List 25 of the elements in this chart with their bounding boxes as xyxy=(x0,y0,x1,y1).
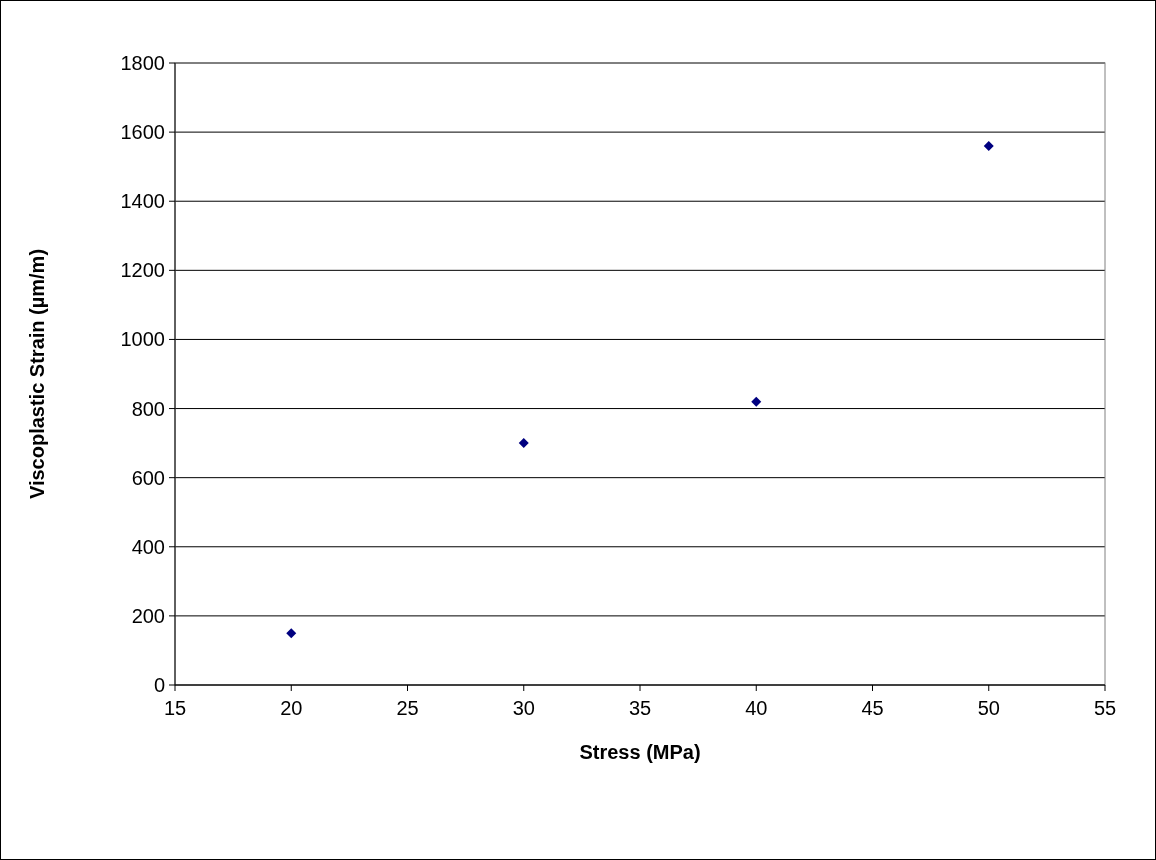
x-tick-label: 25 xyxy=(396,697,419,719)
y-tick-label: 1200 xyxy=(120,259,165,282)
point xyxy=(518,438,529,449)
x-tick-label: 15 xyxy=(163,697,187,719)
x-tick-label: 20 xyxy=(280,697,303,719)
y-tick-label: 800 xyxy=(131,397,165,420)
point xyxy=(983,140,994,151)
y-tick-label: 0 xyxy=(153,674,165,696)
y-tick-label: 1800 xyxy=(120,52,165,74)
x-tick-label: 40 xyxy=(745,697,768,719)
x-tick-label: 45 xyxy=(861,697,884,719)
point xyxy=(751,396,762,407)
x-tick-label: 30 xyxy=(512,697,535,719)
x-tick-label: 35 xyxy=(628,697,652,719)
y-tick-label: 1000 xyxy=(120,328,165,351)
y-tick-label: 1600 xyxy=(120,121,165,144)
x-tick-label: 50 xyxy=(977,697,1000,719)
y-tick-label: 600 xyxy=(131,466,165,489)
y-tick-label: 1400 xyxy=(120,190,165,213)
x-axis-title: Stress (MPa) xyxy=(579,741,701,763)
y-tick-label: 400 xyxy=(131,535,165,558)
point xyxy=(286,628,297,639)
y-axis-title: Viscoplastic Strain (µm/m) xyxy=(26,248,48,500)
y-tick-label: 200 xyxy=(131,604,165,627)
x-tick-label: 55 xyxy=(1093,697,1117,719)
